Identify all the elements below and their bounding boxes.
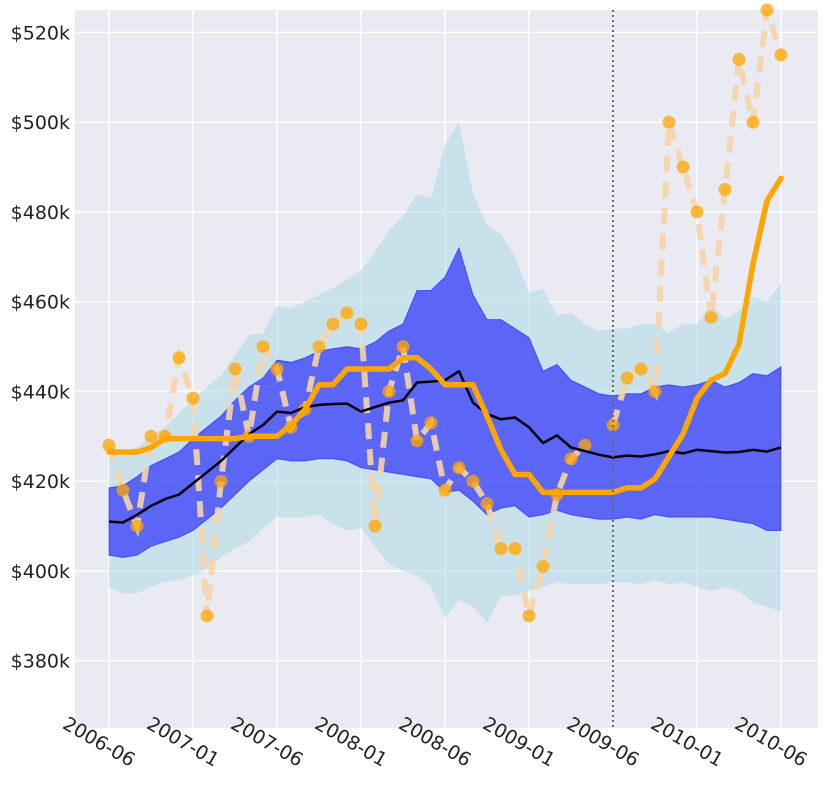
observed-point bbox=[172, 351, 186, 365]
prediction-mean-line bbox=[108, 369, 782, 524]
observed-point bbox=[396, 340, 410, 354]
y-tick-label: $500k bbox=[11, 112, 70, 134]
observed-point bbox=[704, 310, 718, 324]
observed-point bbox=[200, 609, 214, 623]
observed-point bbox=[144, 429, 158, 443]
observed-point bbox=[228, 362, 242, 376]
y-tick-label: $520k bbox=[11, 22, 70, 44]
y-tick-label: $400k bbox=[11, 561, 70, 583]
observed-point bbox=[130, 519, 144, 533]
observed-point bbox=[690, 205, 704, 219]
observed-point bbox=[648, 384, 662, 398]
observed-point bbox=[662, 115, 676, 129]
y-tick-label: $380k bbox=[11, 651, 70, 673]
observed-point bbox=[326, 317, 340, 331]
observed-point bbox=[368, 519, 382, 533]
observed-point bbox=[186, 391, 200, 405]
observed-point bbox=[718, 183, 732, 196]
observed-point bbox=[312, 340, 326, 354]
observed-point bbox=[634, 362, 648, 376]
observed-point bbox=[536, 559, 550, 573]
observed-point bbox=[438, 483, 452, 497]
observed-point bbox=[102, 438, 116, 452]
observed-point bbox=[270, 362, 284, 376]
observed-point bbox=[774, 48, 788, 62]
series-lines bbox=[102, 3, 788, 623]
y-tick-label: $420k bbox=[11, 471, 70, 493]
observed-point bbox=[256, 340, 270, 354]
y-tick-label: $460k bbox=[11, 292, 70, 314]
y-tick-label: $440k bbox=[11, 381, 70, 403]
observed-point bbox=[116, 483, 130, 497]
y-tick-labels: $380k $400k $420k $440k $460k $480k $500k $520k bbox=[11, 22, 70, 672]
y-tick-label: $480k bbox=[11, 202, 70, 224]
observed-point bbox=[620, 371, 634, 385]
observed-point bbox=[578, 438, 592, 452]
rolling-mean-line bbox=[106, 175, 784, 496]
observed-point bbox=[214, 474, 228, 488]
observed-point bbox=[746, 115, 760, 129]
observed-point bbox=[452, 461, 466, 475]
observed-point bbox=[480, 497, 494, 511]
observed-point bbox=[466, 474, 480, 488]
observed-point bbox=[760, 3, 774, 17]
observed-point bbox=[508, 542, 522, 555]
observed-point bbox=[732, 52, 746, 66]
observed-point bbox=[424, 416, 438, 430]
observed-point bbox=[494, 542, 508, 555]
observed-point bbox=[410, 434, 424, 448]
observed-point bbox=[354, 317, 368, 331]
observed-point bbox=[340, 306, 354, 320]
observed-point bbox=[676, 160, 690, 174]
observed-point bbox=[382, 384, 396, 398]
observed-point bbox=[564, 452, 578, 466]
observed-point bbox=[522, 609, 536, 623]
